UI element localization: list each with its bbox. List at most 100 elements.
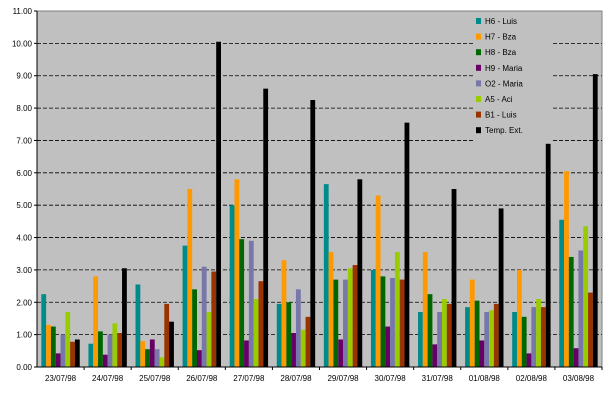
bar	[498, 208, 504, 367]
y-tick-label: 9.00	[16, 72, 32, 81]
y-tick-label: 8.00	[16, 104, 32, 113]
bar	[357, 179, 363, 367]
legend-label: B1 - Luis	[485, 111, 517, 120]
bar	[465, 307, 470, 367]
bar	[169, 321, 174, 367]
bar	[427, 294, 433, 367]
y-tick-label: 1.00	[16, 331, 32, 340]
bar	[390, 278, 395, 367]
bar	[229, 205, 235, 367]
legend-swatch	[476, 33, 481, 40]
legend-label: O2 - Maria	[485, 79, 523, 88]
bar	[74, 339, 80, 367]
legend-label: H7 - Bza	[485, 33, 517, 42]
bar	[484, 311, 490, 367]
bar	[88, 343, 94, 367]
bar	[323, 184, 329, 367]
bar	[545, 140, 551, 367]
bar	[192, 289, 197, 367]
bar	[216, 41, 221, 367]
x-tick-label: 28/07/98	[280, 374, 312, 383]
bar	[248, 240, 254, 367]
bar	[370, 269, 376, 367]
bar	[540, 307, 546, 367]
legend-swatch	[476, 64, 481, 71]
legend-label: H6 - Luis	[485, 17, 517, 26]
bar	[451, 189, 457, 367]
legend-swatch	[476, 111, 481, 118]
bar	[347, 268, 353, 367]
bar	[206, 311, 212, 367]
bar	[291, 333, 296, 367]
bar	[46, 324, 51, 367]
legend-swatch	[476, 18, 481, 24]
bar	[300, 329, 306, 367]
x-tick-label: 24/07/98	[92, 374, 124, 383]
bar	[305, 316, 311, 367]
bar	[559, 219, 565, 367]
bar	[239, 239, 245, 367]
bar	[50, 326, 56, 367]
legend-label: H8 - Bza	[485, 48, 517, 57]
bar	[93, 276, 99, 367]
bar	[328, 252, 334, 367]
legend-swatch	[476, 96, 481, 102]
legend-swatch	[476, 49, 481, 56]
y-tick-label: 11.00	[13, 7, 33, 16]
bar	[98, 331, 103, 367]
bar	[244, 340, 249, 367]
y-tick-label: 5.00	[16, 201, 32, 210]
bar	[182, 245, 188, 367]
bar	[592, 74, 598, 368]
x-tick-label: 27/07/98	[233, 374, 265, 383]
x-tick-label: 29/07/98	[327, 374, 359, 383]
bar	[196, 350, 202, 367]
bar	[258, 281, 264, 367]
bar	[442, 299, 447, 367]
bar	[385, 326, 391, 367]
bar	[55, 353, 61, 367]
bar	[526, 353, 532, 367]
bar	[352, 265, 358, 367]
x-tick-label: 23/07/98	[45, 374, 77, 383]
bar	[112, 323, 118, 367]
y-tick-label: 0.00	[16, 363, 32, 372]
bar	[65, 311, 71, 367]
bar	[399, 279, 405, 367]
x-tick-label: 31/07/98	[422, 374, 454, 383]
legend-swatch	[476, 127, 481, 134]
bar	[489, 310, 494, 367]
legend-label: A5 - Aci	[485, 95, 513, 104]
bar	[474, 300, 480, 367]
bar	[117, 333, 123, 367]
bar	[70, 341, 75, 367]
bar	[432, 344, 438, 367]
y-tick-label: 2.00	[16, 298, 32, 307]
bar	[568, 256, 574, 367]
bar	[404, 122, 410, 368]
bar	[531, 307, 537, 367]
bar	[493, 303, 499, 367]
bar	[446, 303, 452, 367]
bars	[41, 41, 598, 368]
bar	[564, 171, 569, 367]
x-tick-label: 01/08/98	[469, 374, 501, 383]
legend-swatch	[476, 80, 481, 87]
bar	[234, 179, 240, 367]
bar	[536, 299, 541, 367]
bar	[122, 268, 127, 367]
x-tick-label: 26/07/98	[186, 374, 218, 383]
bar	[437, 311, 443, 367]
bar	[187, 189, 193, 367]
y-tick-label: 10.00	[12, 39, 33, 48]
bar	[263, 88, 269, 368]
bar	[422, 252, 428, 367]
bar	[135, 284, 141, 367]
bar	[201, 266, 207, 367]
x-tick-label: 25/07/98	[139, 374, 171, 383]
bar	[276, 303, 282, 367]
x-tick-label: 02/08/98	[516, 374, 548, 383]
bar	[41, 294, 47, 367]
bar	[310, 100, 316, 367]
bar	[295, 289, 301, 367]
